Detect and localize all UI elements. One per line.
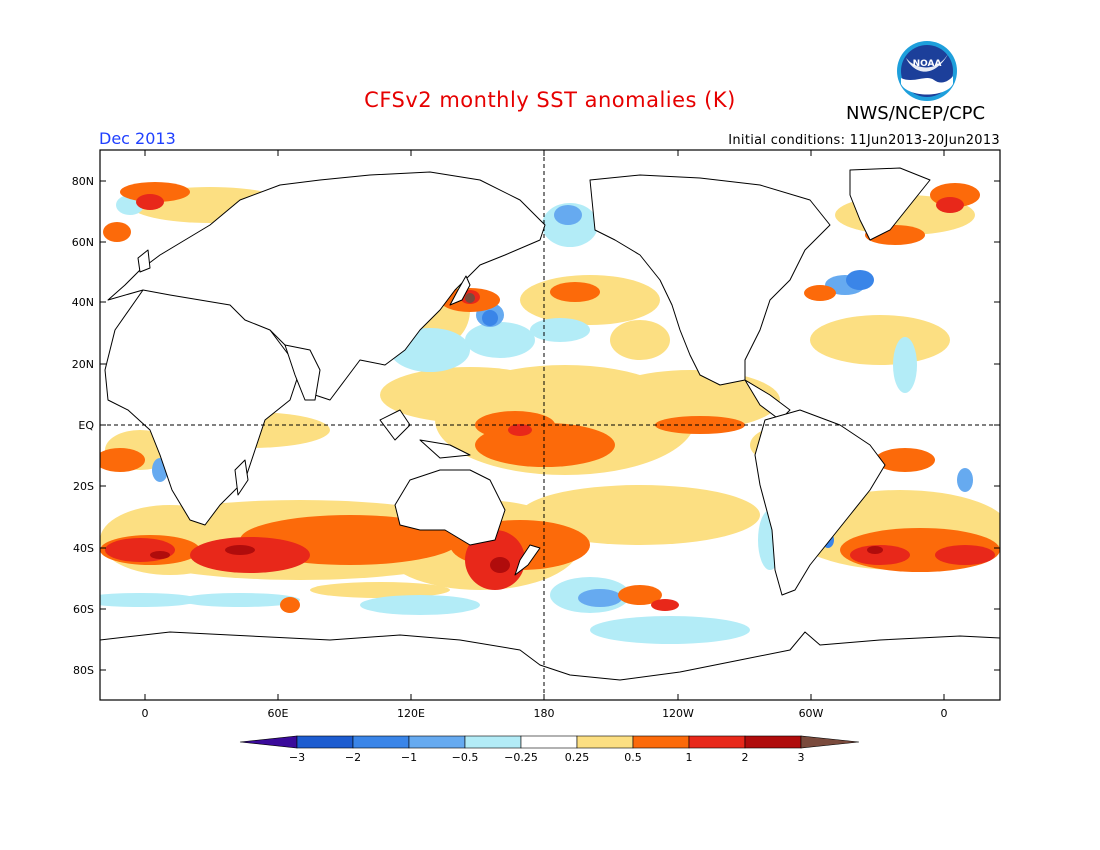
lon-label: 0 (941, 707, 948, 720)
chart-title: CFSv2 monthly SST anomalies (K) (364, 88, 736, 112)
reference-lines (100, 150, 1000, 700)
lat-label: 20S (73, 480, 94, 493)
colorbar-segment (520, 735, 578, 749)
lat-label: 60N (72, 236, 94, 249)
lat-label: 40S (73, 542, 94, 555)
svg-text:NOAA: NOAA (913, 59, 942, 69)
colorbar-label: 1 (686, 751, 693, 764)
noaa-logo: NOAA (897, 41, 957, 101)
latitude-axis: 80N 60N 40N 20N EQ 20S 40S 60S 80S (72, 175, 1000, 677)
colorbar-segment (408, 735, 466, 749)
colorbar-label: −1 (401, 751, 417, 764)
lon-label: 120E (397, 707, 425, 720)
lat-label: EQ (78, 419, 94, 432)
valid-month-label: Dec 2013 (99, 129, 176, 148)
colorbar-label: −0.25 (504, 751, 538, 764)
colorbar-segment (688, 735, 746, 749)
lat-label: 40N (72, 296, 94, 309)
colorbar: −3 −2 −1 −0.5 −0.25 0.25 0.5 1 2 3 (239, 735, 860, 764)
colorbar-arrow-low (239, 735, 298, 749)
organization-label: NWS/NCEP/CPC (846, 103, 986, 124)
lon-label: 60E (268, 707, 289, 720)
colorbar-label: −2 (345, 751, 361, 764)
lon-label: 180 (534, 707, 555, 720)
colorbar-segment (464, 735, 522, 749)
colorbar-label: −3 (289, 751, 305, 764)
lat-label: 20N (72, 358, 94, 371)
lat-label: 80S (73, 664, 94, 677)
colorbar-segment (744, 735, 802, 749)
colorbar-label: 0.5 (624, 751, 642, 764)
colorbar-label: 0.25 (565, 751, 590, 764)
lat-label: 80N (72, 175, 94, 188)
initial-conditions-label: Initial conditions: 11Jun2013-20Jun2013 (728, 133, 1000, 148)
colorbar-segment (632, 735, 690, 749)
colorbar-label: −0.5 (452, 751, 479, 764)
colorbar-arrow-high (800, 735, 860, 749)
colorbar-segment (576, 735, 634, 749)
colorbar-label: 3 (798, 751, 805, 764)
longitude-axis: 0 60E 120E 180 120W 60W 0 (142, 150, 948, 720)
colorbar-segment (352, 735, 410, 749)
land-outlines (100, 167, 1000, 700)
lon-label: 120W (662, 707, 694, 720)
lat-label: 60S (73, 603, 94, 616)
lon-label: 0 (142, 707, 149, 720)
colorbar-segment (296, 735, 354, 749)
colorbar-label: 2 (742, 751, 749, 764)
lon-label: 60W (799, 707, 824, 720)
